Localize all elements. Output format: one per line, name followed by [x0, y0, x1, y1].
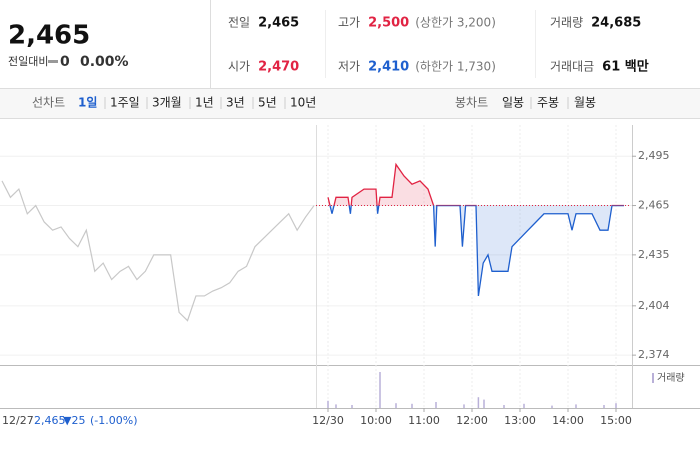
- volume-bar: [327, 400, 329, 408]
- volume-bar: [603, 405, 605, 408]
- period-tab[interactable]: 10년: [290, 96, 316, 110]
- stat-label: 거래대금: [550, 60, 594, 74]
- legend-label: 거래량: [657, 372, 685, 384]
- period-tab[interactable]: 3개월: [152, 96, 182, 110]
- stat-value: 61 백만: [602, 59, 649, 75]
- previous-day-rate: (-1.00%): [90, 414, 138, 427]
- stat-value: 2,500: [368, 16, 409, 31]
- change-label: 전일대비: [8, 54, 48, 68]
- volume-bar: [551, 405, 553, 408]
- period-tab[interactable]: 1년: [195, 96, 214, 110]
- y-tick-label: 2,495: [638, 149, 670, 162]
- volume-bar: [503, 405, 505, 408]
- price: 2,465: [8, 21, 90, 51]
- volume-bar: [335, 404, 337, 408]
- x-tick-label: 12:00: [456, 414, 488, 427]
- x-tick-label: 14:00: [552, 414, 584, 427]
- x-tick-label: 11:00: [408, 414, 440, 427]
- previous-day-date: 12/27: [2, 414, 34, 427]
- stat-label: 고가: [338, 16, 360, 30]
- flat-icon: [48, 60, 58, 63]
- period-tab[interactable]: 1일: [78, 96, 97, 110]
- y-tick-label: 2,374: [638, 348, 670, 361]
- volume-bar: [351, 405, 353, 408]
- period-tab[interactable]: 5년: [258, 96, 277, 110]
- volume-bar: [411, 403, 413, 408]
- volume-bar: [463, 404, 465, 408]
- volume-bar: [379, 372, 381, 408]
- previous-day-close: 2,465: [34, 414, 66, 427]
- x-tick-label: 15:00: [600, 414, 632, 427]
- y-tick-label: 2,404: [638, 299, 670, 312]
- area: [328, 164, 624, 296]
- tab-bar: [0, 89, 700, 118]
- period-tab[interactable]: 주봉: [537, 96, 559, 110]
- change: 0: [60, 54, 70, 70]
- stat-note: (하한가 1,730): [415, 60, 496, 74]
- stat-label: 저가: [338, 60, 360, 74]
- tab-label: 봉차트: [455, 96, 488, 110]
- period-tab[interactable]: 3년: [226, 96, 245, 110]
- stat-label: 시가: [228, 60, 250, 74]
- stat-label: 거래량: [550, 16, 583, 30]
- period-tab[interactable]: 일봉: [502, 96, 524, 110]
- stat-value: 2,465: [258, 16, 299, 31]
- volume-bar: [477, 397, 480, 408]
- stat-value: 24,685: [591, 16, 641, 31]
- previous-day-change: ▼25: [63, 414, 85, 427]
- stat-value: 2,470: [258, 60, 299, 75]
- tab-label: 선차트: [32, 96, 65, 110]
- volume-bar: [575, 404, 577, 408]
- price-line: [327, 162, 624, 297]
- period-tab[interactable]: 1주일: [110, 96, 140, 110]
- volume-bar: [523, 403, 525, 408]
- y-tick-label: 2,435: [638, 248, 670, 261]
- previous-day-line: [1, 180, 315, 322]
- x-tick-label: 10:00: [360, 414, 392, 427]
- legend-swatch: [652, 373, 654, 383]
- x-tick-label: 12/30: [312, 414, 344, 427]
- stat-value: 2,410: [368, 60, 409, 75]
- volume-bar: [483, 399, 485, 408]
- stat-note: (상한가 3,200): [415, 16, 496, 30]
- x-tick-label: 13:00: [504, 414, 536, 427]
- period-tab[interactable]: 월봉: [574, 96, 596, 110]
- y-tick-label: 2,465: [638, 199, 670, 212]
- volume-bar: [435, 402, 437, 408]
- change-rate: 0.00%: [80, 54, 129, 70]
- volume-bar: [395, 403, 397, 408]
- volume-bar: [615, 403, 617, 408]
- stat-label: 전일: [228, 16, 250, 30]
